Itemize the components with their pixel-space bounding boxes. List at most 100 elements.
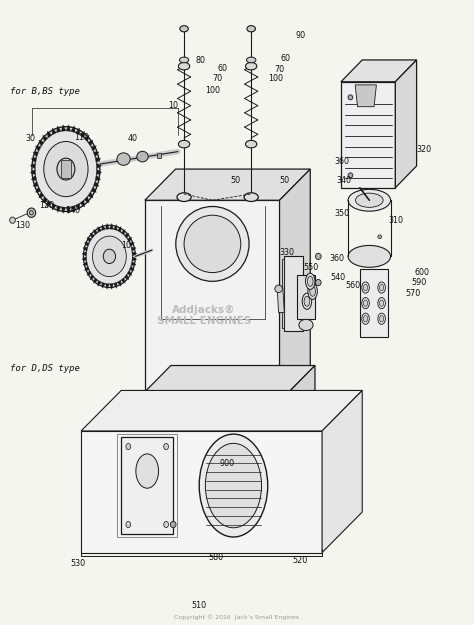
Ellipse shape (362, 282, 369, 293)
Polygon shape (129, 266, 134, 271)
Polygon shape (75, 128, 80, 135)
Text: 310: 310 (388, 216, 403, 225)
Polygon shape (83, 247, 88, 252)
Polygon shape (91, 186, 96, 192)
Polygon shape (66, 207, 71, 214)
Ellipse shape (180, 26, 188, 32)
Polygon shape (109, 283, 113, 289)
Ellipse shape (378, 313, 385, 324)
Ellipse shape (356, 193, 383, 208)
Polygon shape (121, 229, 125, 236)
Text: 50: 50 (230, 176, 240, 185)
Polygon shape (284, 366, 315, 431)
Text: 360: 360 (334, 157, 349, 166)
Text: 130: 130 (15, 221, 30, 231)
Ellipse shape (316, 253, 321, 259)
Polygon shape (52, 203, 56, 210)
Polygon shape (52, 128, 56, 135)
Polygon shape (360, 269, 388, 338)
Text: 600: 600 (415, 268, 430, 277)
Ellipse shape (184, 215, 241, 272)
Polygon shape (61, 124, 66, 131)
Ellipse shape (27, 208, 36, 217)
Polygon shape (87, 270, 92, 276)
Polygon shape (81, 391, 362, 431)
Ellipse shape (310, 286, 316, 296)
Ellipse shape (244, 192, 258, 201)
Polygon shape (30, 169, 36, 175)
Text: 110: 110 (74, 133, 89, 142)
Ellipse shape (164, 521, 168, 528)
Polygon shape (33, 181, 38, 186)
Polygon shape (93, 278, 98, 284)
Polygon shape (82, 256, 87, 261)
Polygon shape (36, 186, 41, 192)
Text: Copyright © 2016  Jack’s Small Engines: Copyright © 2016 Jack’s Small Engines (174, 614, 300, 619)
Polygon shape (140, 366, 315, 397)
Ellipse shape (136, 454, 158, 488)
Polygon shape (31, 175, 37, 181)
Ellipse shape (364, 284, 368, 291)
Text: 320: 320 (417, 144, 432, 154)
Text: 340: 340 (336, 176, 351, 185)
Bar (156, 154, 161, 158)
Ellipse shape (308, 283, 318, 299)
Polygon shape (47, 131, 52, 138)
Polygon shape (96, 163, 101, 169)
Polygon shape (131, 261, 136, 266)
Ellipse shape (178, 141, 190, 148)
Ellipse shape (170, 521, 176, 528)
Ellipse shape (378, 282, 385, 293)
Ellipse shape (304, 296, 310, 306)
Polygon shape (83, 261, 88, 266)
Polygon shape (127, 270, 132, 276)
Polygon shape (395, 60, 417, 188)
Ellipse shape (179, 57, 189, 63)
Polygon shape (66, 124, 71, 131)
Text: for D,DS type: for D,DS type (10, 364, 80, 373)
Ellipse shape (199, 434, 268, 537)
Polygon shape (105, 224, 109, 229)
Polygon shape (90, 233, 95, 239)
Polygon shape (113, 282, 117, 288)
Polygon shape (61, 160, 71, 178)
Ellipse shape (205, 443, 262, 528)
Ellipse shape (275, 285, 283, 292)
Polygon shape (43, 135, 48, 142)
Text: 590: 590 (411, 278, 426, 287)
Ellipse shape (176, 206, 249, 281)
Ellipse shape (246, 141, 257, 148)
Polygon shape (105, 283, 109, 289)
Ellipse shape (44, 141, 88, 197)
Ellipse shape (380, 284, 384, 291)
Text: 520: 520 (293, 556, 308, 565)
Text: 70: 70 (212, 74, 222, 83)
Polygon shape (82, 252, 87, 256)
Polygon shape (145, 200, 280, 397)
Ellipse shape (378, 298, 385, 309)
Text: 30: 30 (25, 134, 35, 143)
Ellipse shape (103, 249, 116, 264)
Polygon shape (121, 278, 125, 284)
Text: 530: 530 (71, 559, 86, 568)
Ellipse shape (83, 225, 136, 288)
Ellipse shape (348, 246, 391, 268)
Text: 100: 100 (268, 74, 283, 83)
Text: 330: 330 (280, 248, 294, 257)
Ellipse shape (348, 189, 391, 211)
Polygon shape (109, 224, 113, 229)
Polygon shape (80, 200, 84, 207)
Polygon shape (80, 131, 84, 138)
Polygon shape (101, 224, 105, 231)
Ellipse shape (364, 300, 368, 306)
Ellipse shape (362, 313, 369, 324)
Polygon shape (145, 169, 310, 200)
Polygon shape (93, 181, 99, 186)
Polygon shape (280, 169, 310, 397)
Ellipse shape (177, 192, 191, 201)
Polygon shape (84, 135, 89, 142)
Text: 10: 10 (121, 241, 131, 249)
Polygon shape (56, 126, 61, 132)
Ellipse shape (364, 316, 368, 322)
Text: 100: 100 (205, 86, 220, 95)
